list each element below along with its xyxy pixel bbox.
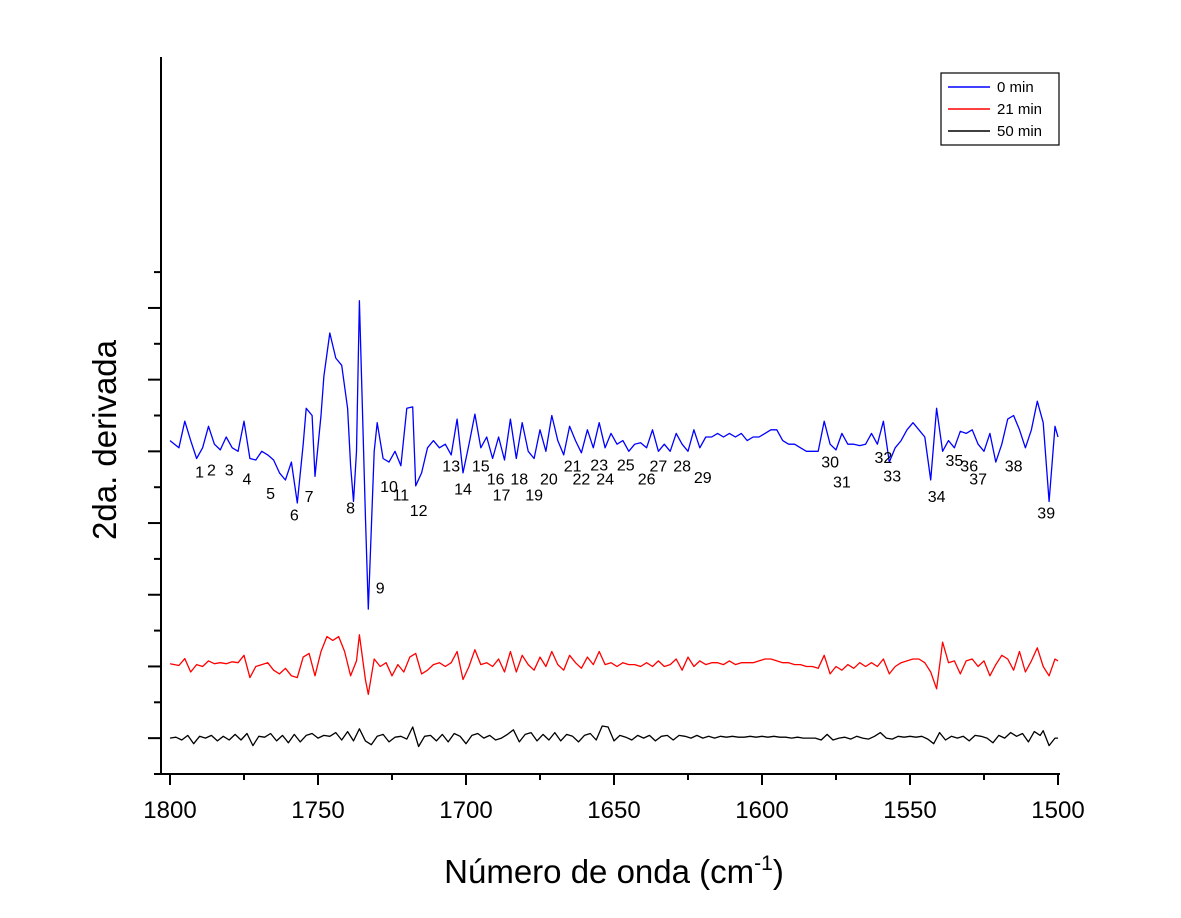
peak-label: 15 — [472, 459, 490, 476]
x-tick-label: 1500 — [1031, 797, 1084, 824]
x-tick-label: 1600 — [735, 797, 788, 824]
peak-label: 36 — [960, 459, 978, 476]
peak-label: 34 — [928, 489, 946, 506]
peak-label: 20 — [540, 472, 558, 489]
peak-label: 35 — [946, 453, 964, 470]
x-tick-label: 1700 — [439, 797, 492, 824]
series-lines — [169, 300, 1059, 748]
y-axis-title: 2da. derivada — [86, 339, 123, 540]
peak-label: 2 — [207, 462, 216, 479]
peak-labels: 1 2 34567891011121314151617181920212223242… — [195, 450, 1055, 597]
peak-label: 13 — [442, 459, 460, 476]
peak-label: 16 — [487, 472, 505, 489]
legend-label-2: 50 min — [997, 123, 1042, 140]
peak-label: 22 — [573, 472, 591, 489]
x-tick-label: 1650 — [587, 797, 640, 824]
legend-label-0: 0 min — [997, 79, 1034, 96]
axis-ticks: 1800 1750 1700 1650 1600 1550 1500 — [143, 271, 1085, 824]
peak-label: 14 — [454, 482, 472, 499]
peak-label: 27 — [650, 459, 668, 476]
peak-label: 6 — [290, 507, 299, 524]
x-axis-title-close: ) — [773, 853, 784, 890]
series-line-2 — [169, 725, 1058, 748]
axes — [160, 57, 1060, 775]
x-tick-label: 1800 — [143, 797, 196, 824]
peak-label: 28 — [673, 459, 691, 476]
peak-label: 3 — [225, 462, 234, 479]
x-tick-label: 1750 — [291, 797, 344, 824]
peak-label: 37 — [969, 472, 987, 489]
legend: 0 min 21 min 50 min — [940, 72, 1060, 146]
peak-label: 18 — [510, 472, 528, 489]
peak-label: 17 — [493, 487, 511, 504]
x-axis-title-main: Número de onda (cm — [444, 853, 754, 890]
peak-label: 24 — [596, 472, 614, 489]
peak-label: 11 — [393, 487, 410, 504]
peak-label: 39 — [1037, 505, 1055, 522]
peak-label: 19 — [525, 487, 543, 504]
peak-label: 38 — [1005, 459, 1023, 476]
peak-label: 1 — [195, 464, 204, 481]
peak-label: 33 — [883, 469, 901, 486]
peak-label: 8 — [346, 500, 355, 517]
peak-label: 26 — [638, 472, 656, 489]
peak-label: 32 — [875, 450, 893, 467]
peak-label: 10 — [380, 479, 398, 496]
peak-label: 4 — [243, 472, 252, 489]
peak-label: 12 — [410, 503, 428, 520]
peak-label: 23 — [590, 457, 608, 474]
legend-label-1: 21 min — [997, 101, 1042, 118]
series-line-1 — [169, 634, 1059, 696]
peak-label: 25 — [617, 457, 635, 474]
x-axis-title-superscript: -1 — [754, 852, 773, 875]
peak-label: 9 — [376, 581, 385, 598]
peak-label: 29 — [694, 470, 712, 487]
x-tick-label: 1550 — [883, 797, 936, 824]
x-axis-title: Número de onda (cm-1) — [444, 852, 784, 890]
series-line-0 — [169, 300, 1059, 610]
peak-label: 21 — [564, 459, 582, 476]
peak-label: 30 — [821, 454, 839, 471]
peak-label: 7 — [305, 489, 314, 506]
peak-label: 5 — [266, 486, 275, 503]
peak-label: 31 — [833, 475, 851, 492]
